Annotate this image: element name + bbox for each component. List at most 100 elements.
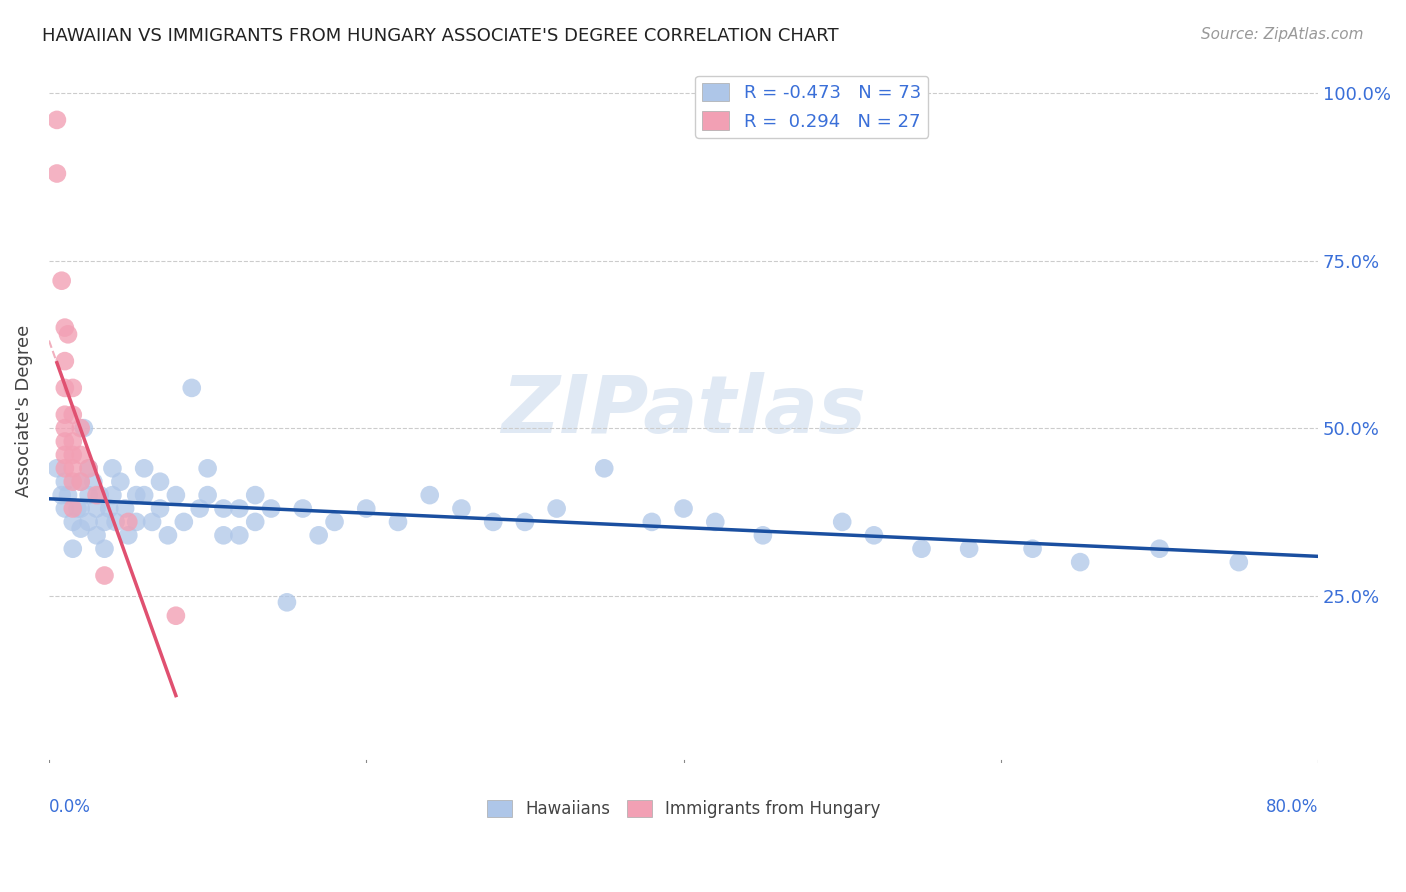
Point	[53, 354, 76, 368]
Point	[53, 475, 76, 489]
Point	[45, 461, 67, 475]
Point	[546, 501, 568, 516]
Point	[53, 461, 76, 475]
Point	[73, 421, 96, 435]
Point	[51, 274, 73, 288]
Point	[212, 528, 235, 542]
Point	[197, 461, 219, 475]
Point	[245, 515, 267, 529]
Point	[1021, 541, 1043, 556]
Point	[66, 501, 89, 516]
Point	[1227, 555, 1250, 569]
Point	[77, 461, 100, 475]
Point	[323, 515, 346, 529]
Point	[101, 461, 124, 475]
Point	[56, 327, 79, 342]
Point	[228, 528, 250, 542]
Point	[188, 501, 211, 516]
Point	[62, 475, 84, 489]
Point	[356, 501, 378, 516]
Point	[125, 488, 148, 502]
Point	[62, 515, 84, 529]
Point	[173, 515, 195, 529]
Point	[101, 488, 124, 502]
Point	[180, 381, 202, 395]
Legend: Hawaiians, Immigrants from Hungary: Hawaiians, Immigrants from Hungary	[479, 794, 887, 825]
Point	[53, 381, 76, 395]
Point	[53, 421, 76, 435]
Point	[45, 167, 67, 181]
Point	[69, 501, 91, 516]
Point	[156, 528, 179, 542]
Point	[1149, 541, 1171, 556]
Point	[593, 461, 616, 475]
Text: ZIPatlas: ZIPatlas	[501, 372, 866, 450]
Point	[672, 501, 695, 516]
Point	[93, 568, 115, 582]
Point	[387, 515, 409, 529]
Point	[149, 501, 172, 516]
Point	[69, 475, 91, 489]
Point	[134, 488, 156, 502]
Point	[53, 408, 76, 422]
Point	[117, 515, 139, 529]
Y-axis label: Associate's Degree: Associate's Degree	[15, 326, 32, 498]
Text: 0.0%: 0.0%	[49, 798, 91, 816]
Point	[197, 488, 219, 502]
Point	[228, 501, 250, 516]
Point	[45, 112, 67, 127]
Point	[62, 541, 84, 556]
Point	[165, 488, 187, 502]
Point	[62, 461, 84, 475]
Point	[1069, 555, 1091, 569]
Point	[450, 501, 472, 516]
Point	[69, 421, 91, 435]
Point	[77, 488, 100, 502]
Point	[117, 528, 139, 542]
Point	[98, 501, 121, 516]
Point	[104, 515, 127, 529]
Point	[134, 461, 156, 475]
Point	[62, 448, 84, 462]
Point	[910, 541, 932, 556]
Point	[69, 522, 91, 536]
Point	[62, 434, 84, 449]
Point	[62, 408, 84, 422]
Point	[149, 475, 172, 489]
Point	[53, 320, 76, 334]
Point	[291, 501, 314, 516]
Point	[82, 475, 104, 489]
Text: 80.0%: 80.0%	[1265, 798, 1319, 816]
Point	[77, 515, 100, 529]
Point	[110, 475, 132, 489]
Text: Source: ZipAtlas.com: Source: ZipAtlas.com	[1201, 27, 1364, 42]
Point	[245, 488, 267, 502]
Point	[863, 528, 886, 542]
Point	[704, 515, 727, 529]
Point	[53, 448, 76, 462]
Point	[141, 515, 163, 529]
Point	[93, 515, 115, 529]
Point	[53, 434, 76, 449]
Point	[212, 501, 235, 516]
Point	[513, 515, 536, 529]
Point	[831, 515, 853, 529]
Point	[51, 488, 73, 502]
Point	[93, 541, 115, 556]
Point	[86, 488, 108, 502]
Point	[69, 475, 91, 489]
Point	[165, 608, 187, 623]
Point	[125, 515, 148, 529]
Point	[419, 488, 441, 502]
Point	[260, 501, 283, 516]
Point	[77, 461, 100, 475]
Text: HAWAIIAN VS IMMIGRANTS FROM HUNGARY ASSOCIATE'S DEGREE CORRELATION CHART: HAWAIIAN VS IMMIGRANTS FROM HUNGARY ASSO…	[42, 27, 839, 45]
Point	[276, 595, 298, 609]
Point	[482, 515, 505, 529]
Point	[89, 488, 111, 502]
Point	[69, 448, 91, 462]
Point	[56, 488, 79, 502]
Point	[957, 541, 980, 556]
Point	[86, 528, 108, 542]
Point	[86, 501, 108, 516]
